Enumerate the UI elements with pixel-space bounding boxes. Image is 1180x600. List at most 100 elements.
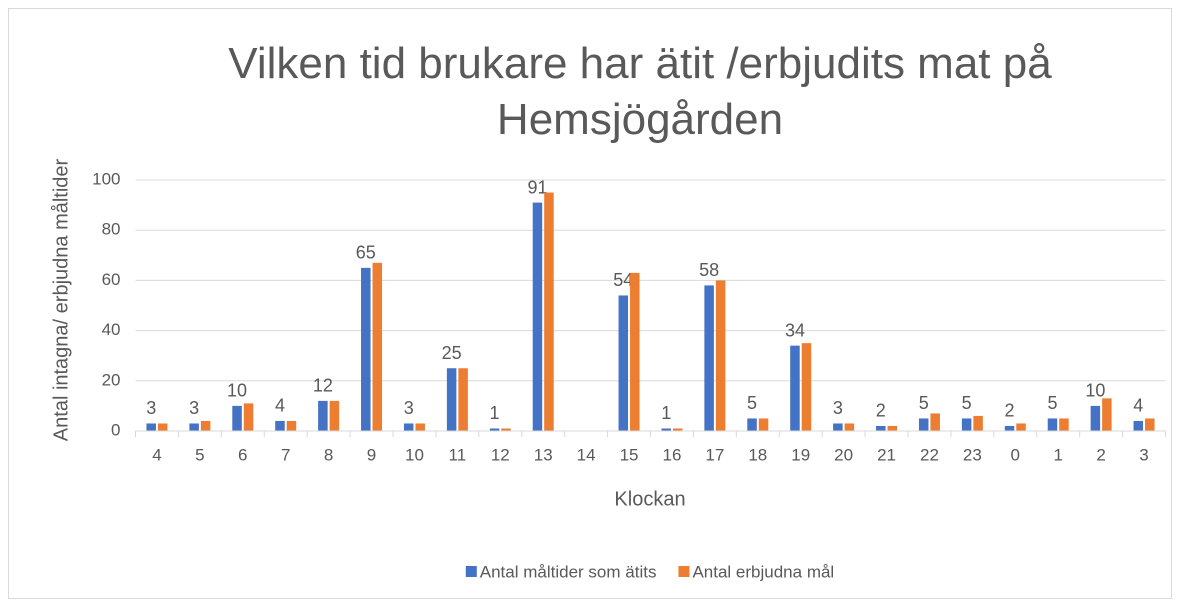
bar (1059, 418, 1069, 431)
x-axis-label: Klockan (614, 488, 685, 510)
x-tick-label: 0 (1011, 445, 1020, 464)
data-label: 2 (876, 401, 886, 421)
bar (1133, 420, 1144, 431)
y-tick-label: 20 (102, 370, 121, 389)
bar (243, 403, 254, 431)
x-tick-label: 8 (324, 445, 333, 464)
data-label: 5 (962, 393, 972, 413)
x-tick-label: 10 (405, 445, 424, 464)
bar (618, 295, 629, 431)
y-tick-label: 100 (92, 169, 120, 188)
y-tick-label: 0 (111, 420, 120, 439)
bar (157, 423, 168, 431)
bar (887, 425, 898, 431)
x-tick-label: 11 (449, 445, 467, 464)
legend-swatch (465, 566, 477, 577)
x-tick-label: 21 (877, 445, 896, 464)
x-tick-label: 7 (281, 445, 290, 464)
bar (232, 405, 242, 431)
x-tick-label: 5 (195, 445, 204, 464)
x-tick-label: 23 (963, 445, 982, 464)
data-label: 54 (613, 270, 633, 290)
x-tick-label: 4 (152, 445, 161, 464)
bar (1090, 405, 1101, 431)
data-label: 5 (747, 393, 757, 413)
bar (801, 343, 812, 431)
bar (918, 418, 929, 431)
data-label: 58 (699, 260, 719, 280)
legend-swatch (678, 566, 690, 577)
legend-label: Antal erbjudna mål (692, 562, 834, 581)
bar (532, 202, 543, 431)
x-tick-label: 3 (1139, 445, 1148, 464)
y-tick-label: 40 (102, 320, 121, 339)
bar (446, 368, 457, 431)
y-tick-label: 80 (102, 220, 121, 239)
y-tick-label: 60 (102, 270, 121, 289)
chart-border (8, 8, 1172, 599)
chart-title: Vilken tid brukare har ätit /erbjudits m… (228, 39, 1052, 144)
bar (758, 418, 769, 431)
x-tick-label: 16 (662, 445, 681, 464)
bar (661, 428, 671, 431)
bar (403, 423, 414, 431)
bar (544, 192, 554, 431)
bar (189, 423, 199, 431)
bar (489, 428, 500, 431)
x-tick-label: 2 (1096, 445, 1105, 464)
x-tick-label: 22 (920, 445, 939, 464)
data-label: 65 (356, 243, 376, 263)
bar (961, 418, 972, 431)
bar (1016, 423, 1026, 431)
data-label: 25 (442, 343, 462, 363)
data-label: 3 (404, 398, 414, 418)
data-label: 10 (1085, 381, 1105, 401)
bar (286, 420, 297, 431)
bar (318, 400, 328, 431)
bar (1004, 425, 1015, 431)
x-tick-label: 14 (577, 445, 596, 464)
bar (1047, 418, 1058, 431)
bar (833, 423, 843, 431)
x-tick-label: 13 (534, 445, 553, 464)
data-label: 1 (661, 403, 671, 423)
bar (200, 420, 211, 431)
data-label: 10 (227, 381, 247, 401)
bar (790, 345, 800, 431)
bar (146, 423, 156, 431)
bar (1145, 418, 1155, 431)
data-label: 2 (1005, 401, 1015, 421)
data-label: 1 (490, 403, 500, 423)
bar (973, 415, 983, 431)
bar (458, 368, 468, 431)
x-tick-label: 1 (1053, 445, 1062, 464)
bar (844, 423, 855, 431)
x-tick-label: 9 (367, 445, 376, 464)
data-label: 4 (275, 396, 285, 416)
x-tick-label: 20 (834, 445, 853, 464)
x-tick-label: 19 (791, 445, 810, 464)
bar (704, 285, 714, 431)
data-label: 5 (1047, 393, 1057, 413)
bar (501, 428, 511, 431)
bar (747, 418, 757, 431)
data-label: 12 (313, 376, 333, 396)
data-label: 91 (527, 177, 547, 197)
data-label: 3 (189, 398, 199, 418)
bar (876, 425, 886, 431)
y-axis-label: Antal intagna/ erbjudna måltider (50, 158, 72, 441)
data-label: 3 (833, 398, 843, 418)
x-tick-label: 15 (620, 445, 639, 464)
bar (415, 423, 425, 431)
bar (1102, 398, 1112, 431)
data-label: 4 (1133, 396, 1143, 416)
x-tick-label: 6 (238, 445, 247, 464)
bar (715, 280, 726, 431)
data-label: 5 (919, 393, 929, 413)
data-label: 34 (785, 320, 805, 340)
x-tick-label: 12 (491, 445, 510, 464)
bar (361, 267, 371, 431)
bar (275, 420, 285, 431)
